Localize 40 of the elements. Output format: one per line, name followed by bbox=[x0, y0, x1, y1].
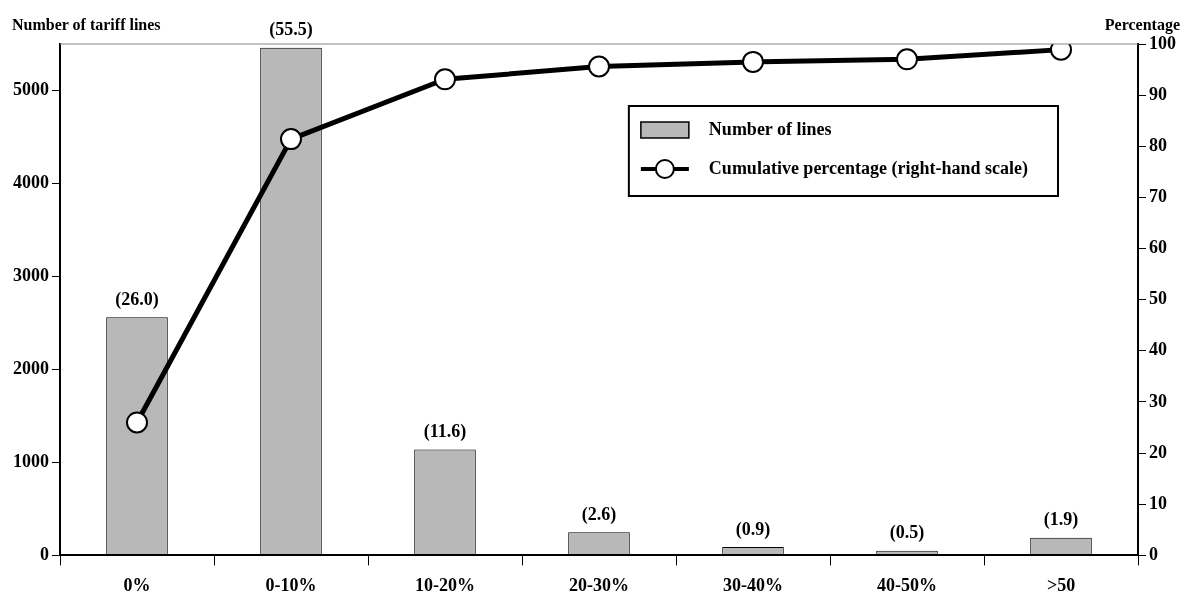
annotation: (55.5) bbox=[269, 19, 313, 41]
annotation: (0.5) bbox=[889, 522, 925, 544]
x-tick-label: 30-40% bbox=[723, 574, 783, 595]
x-tick-label: >50 bbox=[1046, 574, 1076, 595]
y-tick-label: 4000 bbox=[13, 172, 49, 193]
point bbox=[126, 411, 148, 434]
annotation: (0.9) bbox=[735, 518, 771, 540]
y2-tick-label: 90 bbox=[1149, 83, 1167, 104]
x-tick-label: 0-10% bbox=[265, 574, 317, 595]
point bbox=[896, 48, 918, 71]
point bbox=[434, 68, 456, 91]
legend-label: Number of lines bbox=[708, 118, 832, 139]
y-tick-label: 1000 bbox=[13, 451, 49, 472]
point bbox=[588, 55, 610, 78]
y2-tick-label: 50 bbox=[1149, 288, 1167, 309]
y-tick-label: 0 bbox=[40, 544, 49, 565]
point bbox=[742, 50, 764, 73]
x-tick-label: 0% bbox=[123, 574, 151, 595]
y2-tick-label: 30 bbox=[1149, 390, 1167, 411]
y2-axis-title: Percentage bbox=[1104, 16, 1180, 34]
y2-tick-label: 40 bbox=[1149, 339, 1167, 360]
y-tick-label: 3000 bbox=[13, 265, 49, 286]
y2-tick-label: 80 bbox=[1149, 134, 1167, 155]
y2-tick-label: 0 bbox=[1149, 544, 1158, 565]
y2-tick-label: 20 bbox=[1149, 441, 1167, 462]
y2-tick-label: 10 bbox=[1149, 492, 1167, 513]
y-tick-label: 5000 bbox=[13, 79, 49, 100]
y-tick-label: 2000 bbox=[13, 358, 49, 379]
annotation: (1.9) bbox=[1043, 509, 1079, 531]
legend-label: Cumulative percentage (right-hand scale) bbox=[708, 157, 1029, 179]
annotation: (26.0) bbox=[115, 289, 159, 311]
y-axis-title: Number of tariff lines bbox=[12, 16, 161, 33]
x-tick-label: 40-50% bbox=[877, 574, 937, 595]
annotation: (2.6) bbox=[581, 503, 617, 525]
point bbox=[280, 128, 302, 151]
annotation: (11.6) bbox=[423, 421, 467, 443]
y2-tick-label: 70 bbox=[1149, 186, 1167, 207]
x-tick-label: 10-20% bbox=[415, 574, 475, 595]
x-tick-label: 20-30% bbox=[569, 574, 629, 595]
y2-tick-label: 60 bbox=[1149, 237, 1167, 258]
